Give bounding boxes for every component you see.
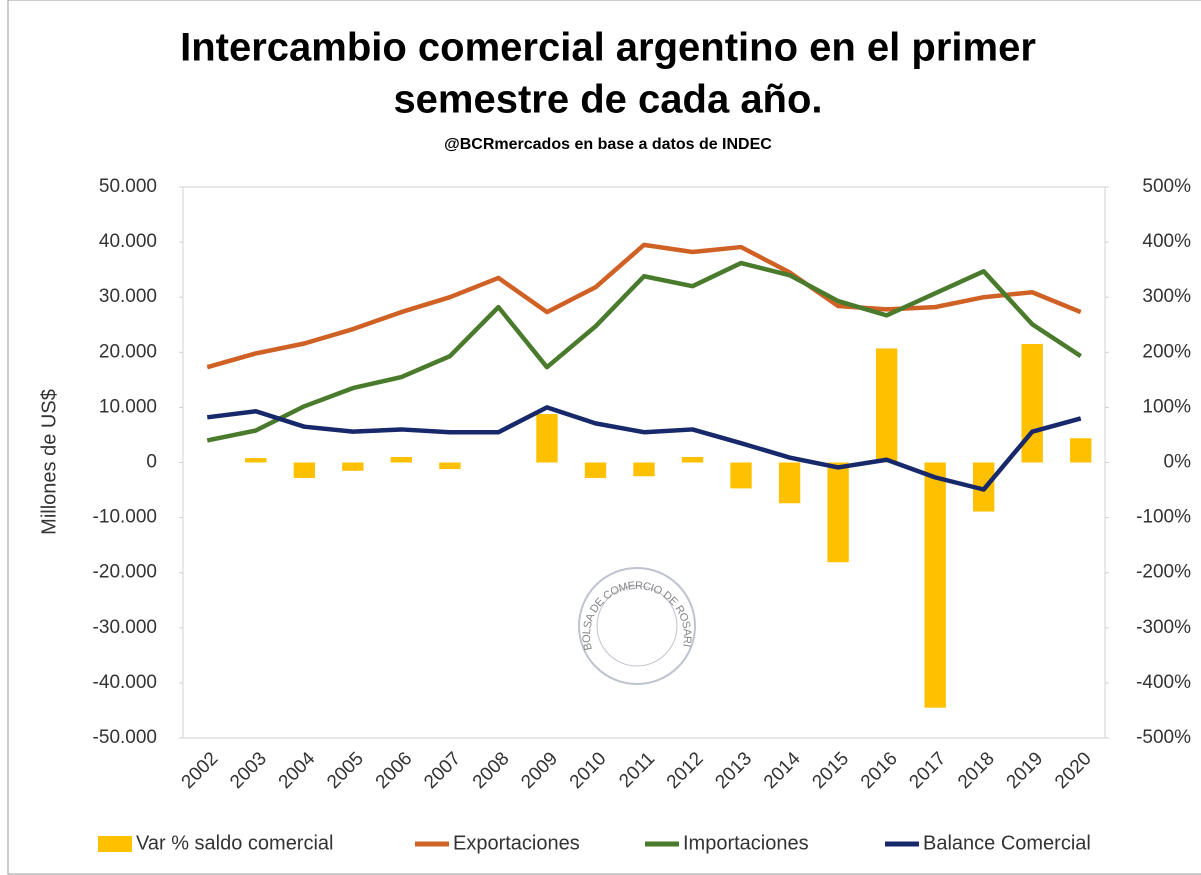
- watermark-ring: [578, 567, 696, 685]
- line: [206, 260, 1082, 443]
- line: [206, 242, 1082, 370]
- watermark-ring: [596, 585, 678, 667]
- y2-tick-label: 200%: [1142, 341, 1191, 362]
- bar: [584, 462, 607, 478]
- y-tick-label: 40.000: [99, 231, 157, 252]
- bar: [342, 462, 364, 471]
- y-tick-label: -10.000: [93, 507, 157, 528]
- line: [206, 405, 1082, 492]
- y-axis-label: Millones de US$: [38, 389, 60, 535]
- y2-tick-label: 400%: [1142, 231, 1191, 252]
- bar: [1070, 438, 1092, 463]
- y2-tick-label: 500%: [1142, 176, 1191, 197]
- y2-tick-label: -400%: [1136, 672, 1191, 693]
- y-tick-label: 20.000: [99, 341, 157, 362]
- y-tick-label: 0: [146, 452, 157, 473]
- bar: [924, 462, 946, 708]
- y2-tick-label: 0%: [1164, 452, 1192, 473]
- bar: [778, 462, 801, 504]
- bar: [536, 414, 558, 463]
- bar: [730, 462, 752, 489]
- legend-label: Exportaciones: [453, 832, 580, 854]
- bar: [681, 456, 704, 463]
- y2-tick-label: -500%: [1136, 727, 1191, 748]
- bar: [293, 462, 315, 478]
- legend-swatch: [98, 836, 132, 852]
- frame: [7, 0, 1201, 875]
- y2-tick-label: -300%: [1136, 617, 1191, 638]
- chart-title: Intercambio comercial argentino en el pr…: [180, 26, 1036, 70]
- y-tick-label: -40.000: [93, 672, 157, 693]
- subtitle: @BCRmercados en base a datos de INDEC: [444, 136, 772, 153]
- y-tick-label: 30.000: [99, 286, 157, 307]
- bar: [827, 462, 849, 563]
- legend-label: Importaciones: [683, 832, 809, 854]
- y-tick-label: -20.000: [93, 562, 157, 583]
- y-tick-label: -30.000: [93, 617, 157, 638]
- chart-title: semestre de cada año.: [393, 78, 822, 122]
- bar: [245, 458, 267, 463]
- y2-tick-label: -100%: [1136, 507, 1191, 528]
- bar: [1021, 344, 1043, 463]
- y-tick-label: 10.000: [99, 396, 157, 417]
- y-tick-label: 50.000: [99, 176, 157, 197]
- y2-tick-label: -200%: [1136, 562, 1191, 583]
- y2-tick-label: 300%: [1142, 286, 1191, 307]
- bar: [390, 456, 413, 463]
- y2-tick-label: 100%: [1142, 396, 1191, 417]
- legend-label: Balance Comercial: [923, 832, 1091, 854]
- bar: [439, 462, 461, 470]
- bar: [875, 348, 898, 463]
- legend-label: Var % saldo comercial: [136, 832, 333, 854]
- bar: [633, 462, 655, 477]
- y-tick-label: -50.000: [93, 727, 157, 748]
